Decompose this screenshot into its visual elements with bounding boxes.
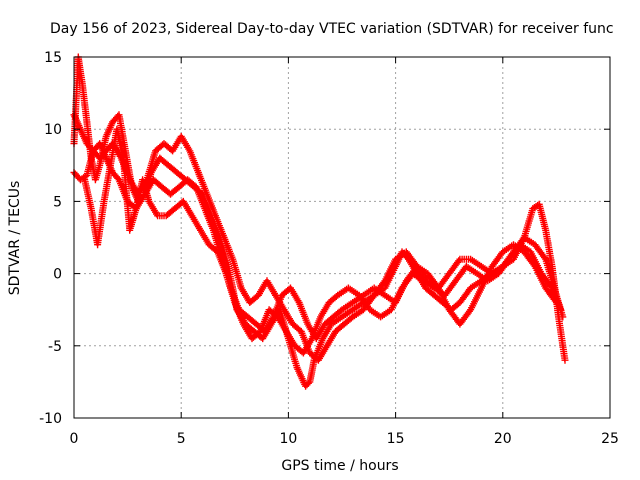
x-tick-label: 5	[177, 431, 186, 447]
y-tick-label: -10	[39, 411, 62, 427]
y-tick-label: 15	[44, 50, 62, 66]
tick-labels: 0 5 10 15 20 25 -10 -5 0 5 10 15	[39, 50, 619, 447]
data-point-marker	[561, 356, 569, 364]
x-tick-label: 10	[279, 431, 297, 447]
data-point-marker	[541, 254, 548, 262]
x-tick-label: 25	[601, 431, 619, 447]
data-points	[70, 53, 569, 390]
x-tick-label: 20	[494, 431, 512, 447]
chart-title: Day 156 of 2023, Sidereal Day-to-day VTE…	[50, 21, 614, 37]
x-axis-label: GPS time / hours	[281, 458, 398, 474]
data-point-marker	[557, 306, 565, 314]
data-point-marker	[559, 313, 567, 321]
y-axis-label: SDTVAR / TECUs	[7, 181, 23, 296]
y-tick-label: -5	[48, 339, 62, 355]
y-tick-label: 10	[44, 122, 62, 138]
plot-frame	[73, 56, 611, 419]
data-point-marker	[547, 282, 555, 290]
grid-lines	[74, 57, 610, 418]
y-tick-label: 0	[53, 267, 62, 283]
axis-ticks	[73, 56, 611, 419]
x-tick-label: 0	[70, 431, 79, 447]
series-track-4	[81, 125, 565, 357]
x-tick-label: 15	[387, 431, 405, 447]
series-track-3	[70, 140, 560, 343]
data-point-marker	[455, 257, 463, 265]
y-tick-label: 5	[53, 194, 62, 210]
data-point-marker	[465, 307, 473, 315]
